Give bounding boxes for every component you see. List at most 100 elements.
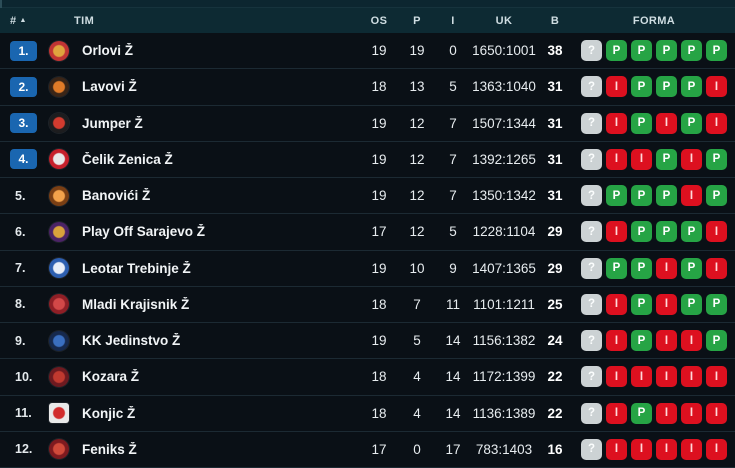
forma-loss-badge[interactable]: I [706,257,727,279]
team-name[interactable]: Play Off Sarajevo Ž [82,224,206,240]
team-cell[interactable]: Leotar Trebinje Ž [74,261,359,276]
forma-win-badge[interactable]: P [681,40,702,62]
forma-win-badge[interactable]: P [631,76,652,98]
team-name[interactable]: Leotar Trebinje Ž [82,260,191,276]
team-name[interactable]: Čelik Zenica Ž [82,151,173,167]
forma-unknown-badge[interactable]: ? [581,40,602,62]
forma-win-badge[interactable]: P [681,112,702,134]
forma-loss-badge[interactable]: I [681,148,702,170]
forma-loss-badge[interactable]: I [656,438,677,460]
table-row[interactable]: 7. Leotar Trebinje Ž 19 10 9 1407:1365 2… [0,250,735,287]
forma-win-badge[interactable]: P [706,293,727,315]
table-row[interactable]: 9. KK Jedinstvo Ž 19 5 14 1156:1382 24 ?… [0,323,735,360]
forma-unknown-badge[interactable]: ? [581,438,602,460]
col-header-os[interactable]: OS [370,14,388,27]
team-name[interactable]: Kozara Ž [82,369,140,385]
forma-win-badge[interactable]: P [656,40,677,62]
forma-loss-badge[interactable]: I [681,402,702,424]
forma-unknown-badge[interactable]: ? [581,402,602,424]
forma-unknown-badge[interactable]: ? [581,293,602,315]
forma-loss-badge[interactable]: I [606,330,627,352]
forma-unknown-badge[interactable]: ? [581,76,602,98]
forma-win-badge[interactable]: P [631,185,652,207]
forma-loss-badge[interactable]: I [706,112,727,134]
forma-unknown-badge[interactable]: ? [581,112,602,134]
team-cell[interactable]: Čelik Zenica Ž [74,152,359,167]
team-name[interactable]: Konjic Ž [82,405,136,421]
forma-win-badge[interactable]: P [706,148,727,170]
forma-win-badge[interactable]: P [631,257,652,279]
team-cell[interactable]: Konjic Ž [74,406,359,421]
forma-loss-badge[interactable]: I [606,366,627,388]
forma-win-badge[interactable]: P [656,76,677,98]
forma-loss-badge[interactable]: I [606,221,627,243]
forma-loss-badge[interactable]: I [706,221,727,243]
forma-loss-badge[interactable]: I [706,366,727,388]
team-name[interactable]: Lavovi Ž [82,79,137,95]
table-row[interactable]: 1. Orlovi Ž 19 19 0 1650:1001 38 ? P P P P P [0,33,735,70]
col-header-team[interactable]: TIM [74,15,359,27]
forma-win-badge[interactable]: P [606,185,627,207]
forma-win-badge[interactable]: P [631,293,652,315]
table-row[interactable]: 4. Čelik Zenica Ž 19 12 7 1392:1265 31 ?… [0,141,735,178]
forma-loss-badge[interactable]: I [606,112,627,134]
forma-loss-badge[interactable]: I [706,438,727,460]
col-header-forma[interactable]: FORMA [632,14,676,27]
forma-loss-badge[interactable]: I [656,402,677,424]
forma-win-badge[interactable]: P [631,330,652,352]
table-row[interactable]: 12. Feniks Ž 17 0 17 783:1403 16 ? I I I I I [0,431,735,468]
forma-loss-badge[interactable]: I [656,112,677,134]
forma-win-badge[interactable]: P [656,148,677,170]
team-cell[interactable]: Feniks Ž [74,442,359,457]
forma-win-badge[interactable]: P [681,257,702,279]
forma-win-badge[interactable]: P [631,402,652,424]
forma-loss-badge[interactable]: I [606,76,627,98]
forma-unknown-badge[interactable]: ? [581,148,602,170]
forma-loss-badge[interactable]: I [681,330,702,352]
forma-win-badge[interactable]: P [706,330,727,352]
forma-loss-badge[interactable]: I [606,148,627,170]
forma-win-badge[interactable]: P [681,76,702,98]
forma-loss-badge[interactable]: I [631,366,652,388]
forma-unknown-badge[interactable]: ? [581,330,602,352]
forma-unknown-badge[interactable]: ? [581,185,602,207]
team-cell[interactable]: Banovići Ž [74,188,359,203]
table-row[interactable]: 3. Jumper Ž 19 12 7 1507:1344 31 ? I P I P I [0,105,735,142]
forma-unknown-badge[interactable]: ? [581,257,602,279]
team-name[interactable]: Feniks Ž [82,441,137,457]
forma-loss-badge[interactable]: I [631,148,652,170]
forma-loss-badge[interactable]: I [706,402,727,424]
table-row[interactable]: 8. Mladi Krajisnik Ž 18 7 11 1101:1211 2… [0,286,735,323]
forma-loss-badge[interactable]: I [681,438,702,460]
forma-loss-badge[interactable]: I [656,366,677,388]
col-header-b[interactable]: B [550,14,560,27]
forma-loss-badge[interactable]: I [606,402,627,424]
team-cell[interactable]: Kozara Ž [74,369,359,384]
forma-win-badge[interactable]: P [681,221,702,243]
team-cell[interactable]: Orlovi Ž [74,43,359,58]
team-cell[interactable]: Play Off Sarajevo Ž [74,224,359,239]
forma-win-badge[interactable]: P [706,185,727,207]
forma-loss-badge[interactable]: I [681,185,702,207]
team-name[interactable]: KK Jedinstvo Ž [82,333,181,349]
team-name[interactable]: Banovići Ž [82,188,151,204]
col-header-i[interactable]: I [451,14,455,27]
forma-loss-badge[interactable]: I [631,438,652,460]
col-header-rank[interactable]: # ▲ [10,15,44,27]
team-name[interactable]: Jumper Ž [82,115,143,131]
team-cell[interactable]: Jumper Ž [74,116,359,131]
table-row[interactable]: 6. Play Off Sarajevo Ž 17 12 5 1228:1104… [0,214,735,251]
forma-win-badge[interactable]: P [681,293,702,315]
forma-win-badge[interactable]: P [631,221,652,243]
table-row[interactable]: 5. Banovići Ž 19 12 7 1350:1342 31 ? P P P I… [0,178,735,215]
forma-loss-badge[interactable]: I [681,366,702,388]
forma-loss-badge[interactable]: I [606,438,627,460]
forma-loss-badge[interactable]: I [656,257,677,279]
forma-unknown-badge[interactable]: ? [581,221,602,243]
team-cell[interactable]: Lavovi Ž [74,79,359,94]
forma-loss-badge[interactable]: I [606,293,627,315]
table-row[interactable]: 10. Kozara Ž 18 4 14 1172:1399 22 ? I I I I I [0,359,735,396]
forma-win-badge[interactable]: P [606,40,627,62]
forma-win-badge[interactable]: P [606,257,627,279]
forma-win-badge[interactable]: P [706,40,727,62]
